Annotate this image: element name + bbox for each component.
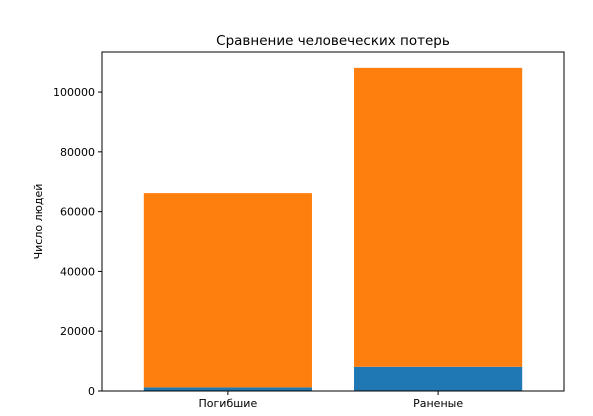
x-tick-label: Раненые xyxy=(413,397,463,410)
y-tick-label: 60000 xyxy=(60,206,95,219)
bar-Раненые-series-1 xyxy=(354,67,523,367)
y-tick-label: 100000 xyxy=(53,86,95,99)
x-axis-ticks: Погибшие Раненые xyxy=(199,391,463,410)
plot-frame xyxy=(101,51,565,392)
bars-layer xyxy=(143,67,523,391)
bar-Погибшие-series-1 xyxy=(143,193,312,388)
y-tick-label: 0 xyxy=(88,385,95,398)
y-axis-label: Число людей xyxy=(32,184,45,260)
bar-Раненые-series-0 xyxy=(354,366,523,391)
y-tick-label: 40000 xyxy=(60,265,95,278)
y-tick-label: 20000 xyxy=(60,325,95,338)
chart-title: Сравнение человеческих потерь xyxy=(216,33,450,49)
x-tick-label: Погибшие xyxy=(199,397,258,410)
y-axis-ticks: 0 20000 40000 60000 80000 100000 xyxy=(53,86,102,398)
y-tick-label: 80000 xyxy=(60,146,95,159)
bar-Погибшие-series-0 xyxy=(143,387,312,391)
